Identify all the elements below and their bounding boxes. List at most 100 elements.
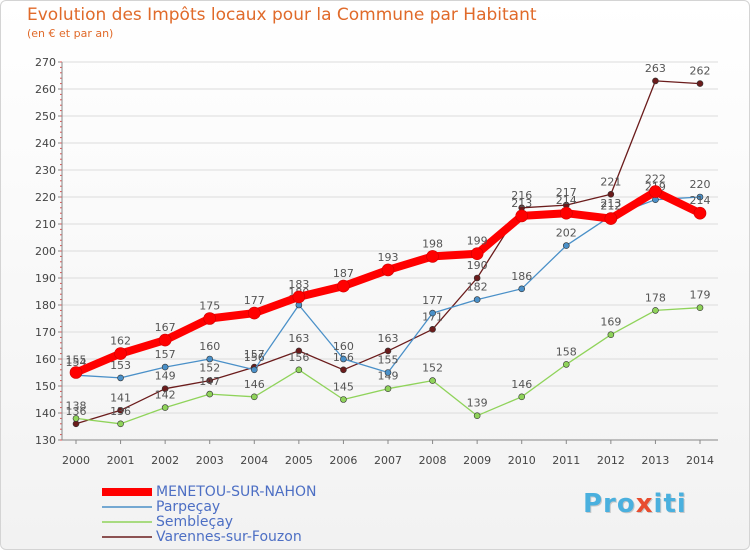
data-point-varennes-sur-fouzon (117, 406, 124, 414)
data-point-parpe-ay (473, 296, 481, 303)
data-point-varennes-sur-fouzon (473, 274, 481, 282)
legend-swatch-varennes (102, 536, 152, 538)
data-point-parpe-ay (429, 309, 436, 317)
data-label-menetou-sur-nahon: 183 (288, 278, 309, 291)
data-label-menetou-sur-nahon: 213 (511, 197, 532, 210)
legend-item-parpecay: Parpeçay (102, 500, 317, 515)
chart-subtitle: (en € et par an) (27, 27, 114, 40)
data-label-menetou-sur-nahon: 198 (422, 237, 443, 250)
data-label-parpe-ay: 202 (556, 227, 577, 240)
x-tick-label: 2004 (240, 454, 268, 467)
logo-part: Pro (583, 489, 636, 519)
data-point-menetou-sur-nahon (337, 279, 350, 293)
data-point-parpe-ay (696, 193, 704, 201)
legend-label: Parpeçay (156, 499, 221, 515)
data-point-varennes-sur-fouzon (696, 80, 704, 87)
data-label-parpe-ay: 177 (422, 294, 443, 307)
data-label-semble-ay: 178 (645, 291, 666, 304)
data-label-varennes-sur-fouzon: 163 (378, 332, 399, 345)
data-label-semble-ay: 147 (199, 375, 220, 388)
data-label-semble-ay: 139 (467, 397, 488, 410)
y-tick-label: 180 (35, 299, 56, 312)
y-tick-label: 170 (35, 326, 56, 339)
data-label-semble-ay: 179 (690, 289, 711, 302)
x-tick-label: 2000 (62, 454, 90, 467)
data-label-varennes-sur-fouzon: 141 (110, 391, 131, 404)
data-point-semble-ay (473, 412, 481, 420)
data-point-varennes-sur-fouzon (340, 366, 347, 374)
x-tick-label: 2003 (196, 454, 224, 467)
data-label-semble-ay: 146 (511, 378, 532, 391)
data-point-menetou-sur-nahon (158, 333, 172, 347)
data-label-semble-ay: 146 (244, 378, 265, 391)
data-point-semble-ay (250, 393, 258, 401)
data-label-menetou-sur-nahon: 177 (244, 294, 265, 307)
data-label-semble-ay: 169 (600, 316, 621, 329)
data-label-semble-ay: 142 (155, 389, 176, 402)
data-point-menetou-sur-nahon (247, 306, 261, 320)
x-tick-label: 2010 (508, 454, 536, 467)
data-point-semble-ay (429, 377, 436, 384)
data-point-menetou-sur-nahon (69, 366, 83, 379)
y-tick-label: 220 (35, 191, 56, 204)
data-point-menetou-sur-nahon (470, 247, 484, 260)
data-label-semble-ay: 149 (378, 370, 399, 383)
data-label-varennes-sur-fouzon: 149 (155, 370, 176, 383)
data-label-parpe-ay: 153 (110, 359, 131, 372)
y-tick-label: 270 (35, 56, 56, 69)
data-point-menetou-sur-nahon (203, 312, 217, 325)
data-label-semble-ay: 156 (288, 351, 309, 364)
data-label-menetou-sur-nahon: 187 (333, 267, 354, 280)
data-point-semble-ay (72, 415, 80, 422)
data-point-semble-ay (161, 404, 169, 411)
data-point-semble-ay (117, 420, 124, 428)
y-tick-label: 150 (35, 380, 56, 393)
data-label-menetou-sur-nahon: 199 (467, 235, 488, 248)
data-label-parpe-ay: 157 (155, 348, 176, 361)
data-point-parpe-ay (518, 285, 526, 293)
data-point-menetou-sur-nahon (649, 185, 662, 198)
data-label-parpe-ay: 156 (244, 351, 265, 364)
x-tick-label: 2007 (374, 454, 402, 467)
data-point-parpe-ay (206, 355, 214, 363)
data-label-parpe-ay: 220 (690, 178, 711, 191)
data-point-menetou-sur-nahon (381, 263, 395, 277)
data-label-varennes-sur-fouzon: 152 (199, 362, 220, 375)
y-tick-label: 200 (35, 245, 56, 258)
data-point-semble-ay (562, 361, 570, 368)
data-label-parpe-ay: 160 (199, 340, 220, 353)
data-label-menetou-sur-nahon: 175 (199, 300, 220, 313)
legend-swatch-menetou (102, 488, 152, 496)
y-tick-label: 260 (35, 83, 56, 96)
y-tick-label: 130 (35, 434, 56, 447)
data-point-parpe-ay (340, 355, 347, 363)
x-tick-label: 2002 (151, 454, 179, 467)
data-point-menetou-sur-nahon (515, 209, 529, 223)
chart-title: Evolution des Impôts locaux pour la Comm… (27, 5, 537, 25)
data-label-semble-ay: 158 (556, 345, 577, 358)
data-label-menetou-sur-nahon: 214 (556, 194, 577, 207)
x-tick-label: 2012 (597, 454, 625, 467)
data-label-menetou-sur-nahon: 214 (690, 194, 711, 207)
data-label-parpe-ay: 160 (333, 340, 354, 353)
data-label-varennes-sur-fouzon: 262 (690, 65, 711, 78)
data-label-varennes-sur-fouzon: 163 (288, 332, 309, 345)
x-tick-label: 2008 (419, 454, 447, 467)
legend-item-varennes: Varennes-sur-Fouzon (102, 530, 317, 545)
data-point-menetou-sur-nahon (292, 290, 306, 304)
data-label-varennes-sur-fouzon: 221 (600, 175, 621, 188)
data-label-parpe-ay: 213 (600, 197, 621, 210)
data-point-semble-ay (340, 396, 347, 403)
data-point-semble-ay (206, 390, 214, 398)
data-label-parpe-ay: 155 (378, 354, 399, 367)
x-tick-label: 2001 (107, 454, 135, 467)
x-tick-label: 2005 (285, 454, 313, 467)
legend: MENETOU-SUR-NAHON Parpeçay Sembleçay Var… (102, 485, 317, 545)
data-label-semble-ay: 145 (333, 381, 354, 394)
data-label-varennes-sur-fouzon: 217 (556, 186, 577, 199)
logo-part: x (635, 489, 654, 519)
data-label-semble-ay: 136 (110, 405, 131, 418)
data-label-menetou-sur-nahon: 193 (378, 251, 399, 264)
proxiti-logo: Proxiti (583, 489, 687, 519)
